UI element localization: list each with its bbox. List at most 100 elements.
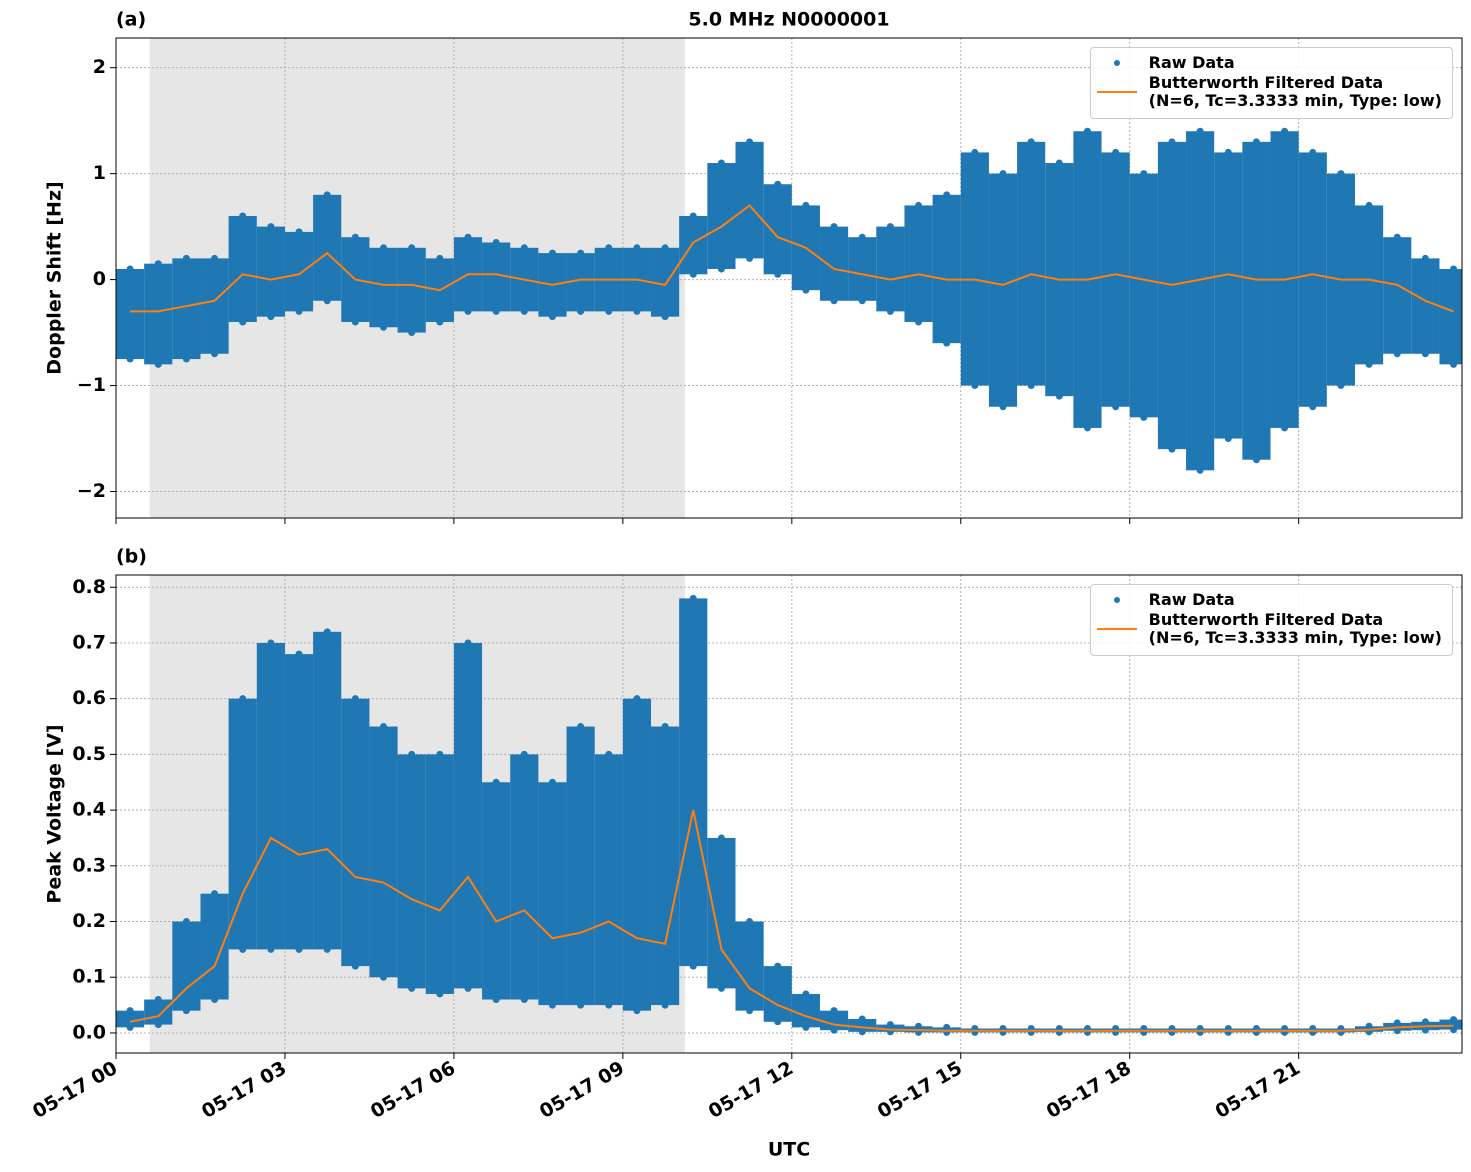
filtered-line — [129, 809, 1454, 1032]
raw-point — [1421, 350, 1429, 358]
raw-point — [689, 270, 697, 278]
raw-point — [1112, 148, 1120, 156]
raw-point — [548, 1001, 556, 1009]
raw-band — [960, 152, 989, 386]
raw-band — [284, 654, 314, 950]
raw-point — [1309, 148, 1317, 156]
raw-point — [1168, 445, 1176, 453]
raw-point — [774, 270, 782, 278]
raw-point — [126, 1023, 134, 1031]
raw-point — [605, 1001, 613, 1009]
raw-band — [228, 216, 257, 322]
raw-point — [1421, 1018, 1429, 1026]
raw-point — [182, 1007, 190, 1015]
legend-item: Butterworth Filtered Data (N=6, Tc=3.333… — [1096, 611, 1442, 647]
raw-point — [915, 1022, 923, 1030]
x-tick-label: 05-17 06 — [367, 1057, 459, 1123]
raw-band — [397, 754, 426, 989]
raw-band — [707, 837, 736, 989]
raw-band — [256, 642, 285, 950]
raw-point — [239, 695, 247, 703]
raw-point — [943, 339, 951, 347]
raw-point — [1450, 1026, 1458, 1034]
x-tick-label: 05-17 18 — [1043, 1057, 1135, 1123]
raw-point — [858, 1028, 866, 1036]
legend-swatch — [1097, 591, 1137, 609]
raw-band — [482, 782, 511, 1000]
raw-band — [228, 698, 257, 950]
plot-area — [116, 575, 1462, 1053]
raw-point — [408, 329, 416, 337]
raw-point — [211, 890, 219, 898]
raw-point — [915, 318, 923, 326]
raw-point — [267, 945, 275, 953]
raw-point — [1337, 170, 1345, 178]
raw-band — [1383, 237, 1412, 354]
raw-point — [548, 249, 556, 257]
legend-item: Raw Data — [1097, 54, 1442, 72]
raw-point — [239, 212, 247, 220]
raw-point — [239, 318, 247, 326]
raw-point — [1055, 159, 1063, 167]
raw-band — [144, 999, 173, 1025]
raw-point — [1168, 138, 1176, 146]
raw-point — [211, 996, 219, 1004]
raw-point — [689, 594, 697, 602]
legend-item: Butterworth Filtered Data (N=6, Tc=3.333… — [1096, 74, 1442, 110]
raw-point — [774, 180, 782, 188]
raw-point — [548, 313, 556, 321]
raw-point — [746, 138, 754, 146]
raw-point — [211, 254, 219, 262]
raw-point — [323, 191, 331, 199]
raw-band — [256, 226, 285, 317]
raw-band — [510, 754, 539, 1000]
raw-point — [126, 265, 134, 273]
raw-point — [436, 990, 444, 998]
legend: Raw Data Butterworth Filtered Data (N=6, … — [1089, 47, 1453, 119]
raw-point — [1337, 382, 1345, 390]
raw-point — [464, 639, 472, 647]
filtered-line — [130, 204, 1454, 313]
raw-point — [1450, 1016, 1458, 1024]
raw-band — [341, 698, 370, 967]
raw-point — [408, 984, 416, 992]
raw-point — [802, 990, 810, 998]
chart-title: 5.0 MHz N0000001 — [688, 9, 889, 31]
raw-point — [689, 212, 697, 220]
raw-point — [295, 228, 303, 236]
raw-band — [651, 726, 680, 1006]
raw-band — [988, 173, 1018, 407]
raw-point — [577, 307, 585, 315]
raw-point — [295, 945, 303, 953]
raw-point — [1450, 265, 1458, 273]
raw-point — [830, 223, 838, 231]
raw-point — [577, 1001, 585, 1009]
raw-point — [830, 1026, 838, 1034]
raw-point — [971, 382, 979, 390]
raw-band — [876, 1024, 905, 1032]
raw-point — [943, 1023, 951, 1031]
raw-point — [999, 403, 1007, 411]
raw-point — [605, 750, 613, 758]
raw-point — [1365, 201, 1373, 209]
raw-point — [380, 723, 388, 731]
raw-band — [116, 268, 145, 360]
raw-point — [858, 297, 866, 305]
raw-point — [774, 962, 782, 970]
raw-point — [1083, 127, 1091, 135]
raw-point — [182, 254, 190, 262]
raw-point — [886, 1021, 894, 1029]
raw-point — [1140, 170, 1148, 178]
raw-band — [369, 726, 398, 978]
y-tick-label: 0.0 — [72, 1021, 106, 1043]
raw-band — [1354, 205, 1384, 365]
y-tick-label: 0.4 — [72, 799, 106, 821]
raw-band — [1411, 258, 1440, 354]
raw-point — [577, 723, 585, 731]
raw-point — [154, 996, 162, 1004]
raw-band — [425, 754, 454, 994]
raw-point — [1450, 360, 1458, 368]
raw-point — [1393, 1019, 1401, 1027]
raw-point — [126, 355, 134, 363]
raw-point — [717, 159, 725, 167]
